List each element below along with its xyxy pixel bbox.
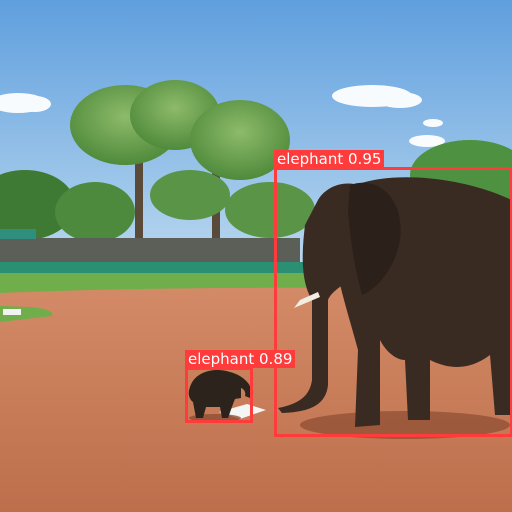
- large-elephant: [278, 177, 512, 427]
- scoreboard: [0, 229, 36, 239]
- large-elephant-shadow: [300, 411, 510, 439]
- detection-label-small-elephant: elephant 0.89: [185, 350, 296, 368]
- left-base: [3, 309, 21, 315]
- small-elephant: [188, 369, 252, 418]
- detection-box-small-elephant: [185, 367, 253, 423]
- tall-trees: [70, 80, 290, 252]
- detection-label-large-elephant: elephant 0.95: [274, 150, 385, 168]
- clouds: [0, 85, 445, 147]
- outfield-wall: [0, 262, 305, 273]
- detection-box-large-elephant: [274, 167, 512, 437]
- crowd-stands: [0, 238, 300, 264]
